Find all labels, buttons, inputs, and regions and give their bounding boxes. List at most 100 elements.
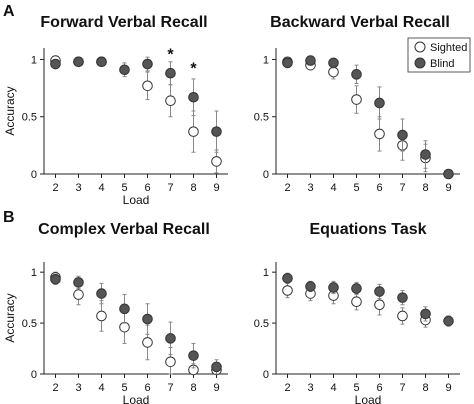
point-blind	[188, 91, 199, 103]
x-tick-label: 5	[353, 382, 359, 394]
chart-title: Forward Verbal Recall	[40, 14, 207, 31]
x-tick-label: 4	[330, 182, 336, 194]
point-sighted	[282, 285, 293, 296]
legend-label-blind: Blind	[430, 58, 454, 70]
x-axis-label: Load	[355, 393, 382, 404]
y-tick-label: 0.5	[22, 112, 37, 124]
point-blind	[119, 64, 130, 76]
point-blind	[420, 149, 431, 160]
point-sighted	[211, 156, 222, 167]
point-sighted	[165, 95, 176, 106]
x-tick-label: 2	[284, 182, 290, 194]
x-tick-label: 7	[167, 182, 173, 194]
x-tick-label: 8	[190, 382, 196, 394]
x-tick-label: 6	[144, 382, 150, 394]
point-sighted	[374, 299, 385, 311]
point-sighted	[96, 310, 107, 322]
panel-forward: Forward Verbal Recall 0 0.5 1 2 3 4 5 6 7 8 9 Load Ac…	[3, 14, 228, 207]
x-tick-label: 9	[213, 182, 219, 194]
x-tick-label: 3	[75, 182, 81, 194]
point-blind	[142, 313, 153, 325]
point-sighted	[397, 310, 408, 322]
y-tick-label: 0.5	[254, 318, 269, 330]
point-blind	[305, 55, 316, 66]
x-tick-label: 6	[376, 382, 382, 394]
point-blind	[50, 274, 61, 285]
chart-title: Equations Task	[309, 221, 426, 238]
point-sighted	[142, 337, 153, 348]
point-sighted	[374, 128, 385, 140]
point-blind	[328, 57, 339, 69]
panel-backward: Backward Verbal Recall 0 0.5 1 2 3 4 5 6 7 8 9	[254, 14, 460, 194]
x-tick-label: 3	[307, 382, 313, 394]
point-blind	[165, 333, 176, 344]
legend-marker-blind	[414, 57, 426, 69]
panel-equations: Equations Task 0 0.5 1 2 3 4 5 6 7 8 9 Load	[254, 221, 460, 404]
x-tick-label: 4	[98, 382, 104, 394]
point-blind	[420, 308, 431, 320]
chart-title: Complex Verbal Recall	[38, 221, 210, 238]
point-blind	[50, 58, 61, 70]
x-tick-label: 7	[167, 382, 173, 394]
point-blind	[165, 67, 176, 79]
point-blind	[443, 168, 454, 180]
x-tick-label: 8	[422, 382, 428, 394]
y-tick-label: 0	[31, 369, 37, 381]
x-tick-label: 2	[284, 382, 290, 394]
y-axis-label: Accuracy	[3, 86, 17, 135]
point-blind	[443, 315, 454, 327]
y-tick-label: 1	[263, 54, 269, 66]
point-blind	[282, 272, 293, 284]
x-tick-label: 8	[422, 182, 428, 194]
chart-title: Backward Verbal Recall	[270, 14, 450, 31]
x-tick-label: 4	[330, 382, 336, 394]
x-tick-label: 4	[98, 182, 104, 194]
point-blind	[374, 286, 385, 297]
x-tick-label: 6	[376, 182, 382, 194]
point-blind	[119, 303, 130, 315]
x-tick-label: 7	[399, 382, 405, 394]
x-tick-label: 5	[121, 382, 127, 394]
y-tick-label: 0	[31, 169, 37, 181]
point-sighted	[73, 289, 84, 300]
point-sighted	[119, 321, 130, 333]
point-blind	[351, 283, 362, 294]
legend-label-sighted: Sighted	[430, 42, 467, 54]
point-blind	[211, 361, 222, 373]
point-blind	[374, 97, 385, 109]
point-blind	[282, 57, 293, 69]
x-tick-label: 7	[399, 182, 405, 194]
panel-complex: Complex Verbal Recall 0 0.5 1 2 3 4 5 6 7 8 9 Load Ac…	[3, 221, 228, 404]
point-sighted	[142, 80, 153, 92]
point-blind	[73, 277, 84, 288]
x-tick-label: 9	[213, 382, 219, 394]
legend-marker-sighted	[414, 41, 426, 53]
point-blind	[96, 288, 107, 299]
point-blind	[397, 292, 408, 303]
x-tick-label: 3	[75, 382, 81, 394]
y-axis-label: Accuracy	[3, 293, 17, 342]
point-blind	[397, 129, 408, 141]
x-tick-label: 2	[52, 382, 58, 394]
x-axis-label: Load	[123, 193, 150, 207]
point-sighted	[351, 94, 362, 105]
legend: Sighted Blind	[407, 37, 471, 73]
x-tick-label: 5	[353, 182, 359, 194]
x-axis-label: Load	[123, 393, 150, 404]
point-blind	[142, 58, 153, 70]
panel-label-b: B	[3, 209, 15, 226]
y-tick-label: 0	[263, 169, 269, 181]
point-blind	[351, 69, 362, 80]
y-tick-label: 1	[31, 267, 37, 279]
x-tick-label: 8	[190, 182, 196, 194]
y-tick-label: 1	[263, 267, 269, 279]
x-tick-label: 2	[52, 182, 58, 194]
point-blind	[73, 56, 84, 68]
point-blind	[211, 126, 222, 137]
y-tick-label: 0.5	[254, 112, 269, 124]
point-blind	[188, 350, 199, 361]
point-sighted	[165, 356, 176, 368]
panel-label-a: A	[3, 3, 15, 20]
point-sighted	[188, 126, 199, 137]
